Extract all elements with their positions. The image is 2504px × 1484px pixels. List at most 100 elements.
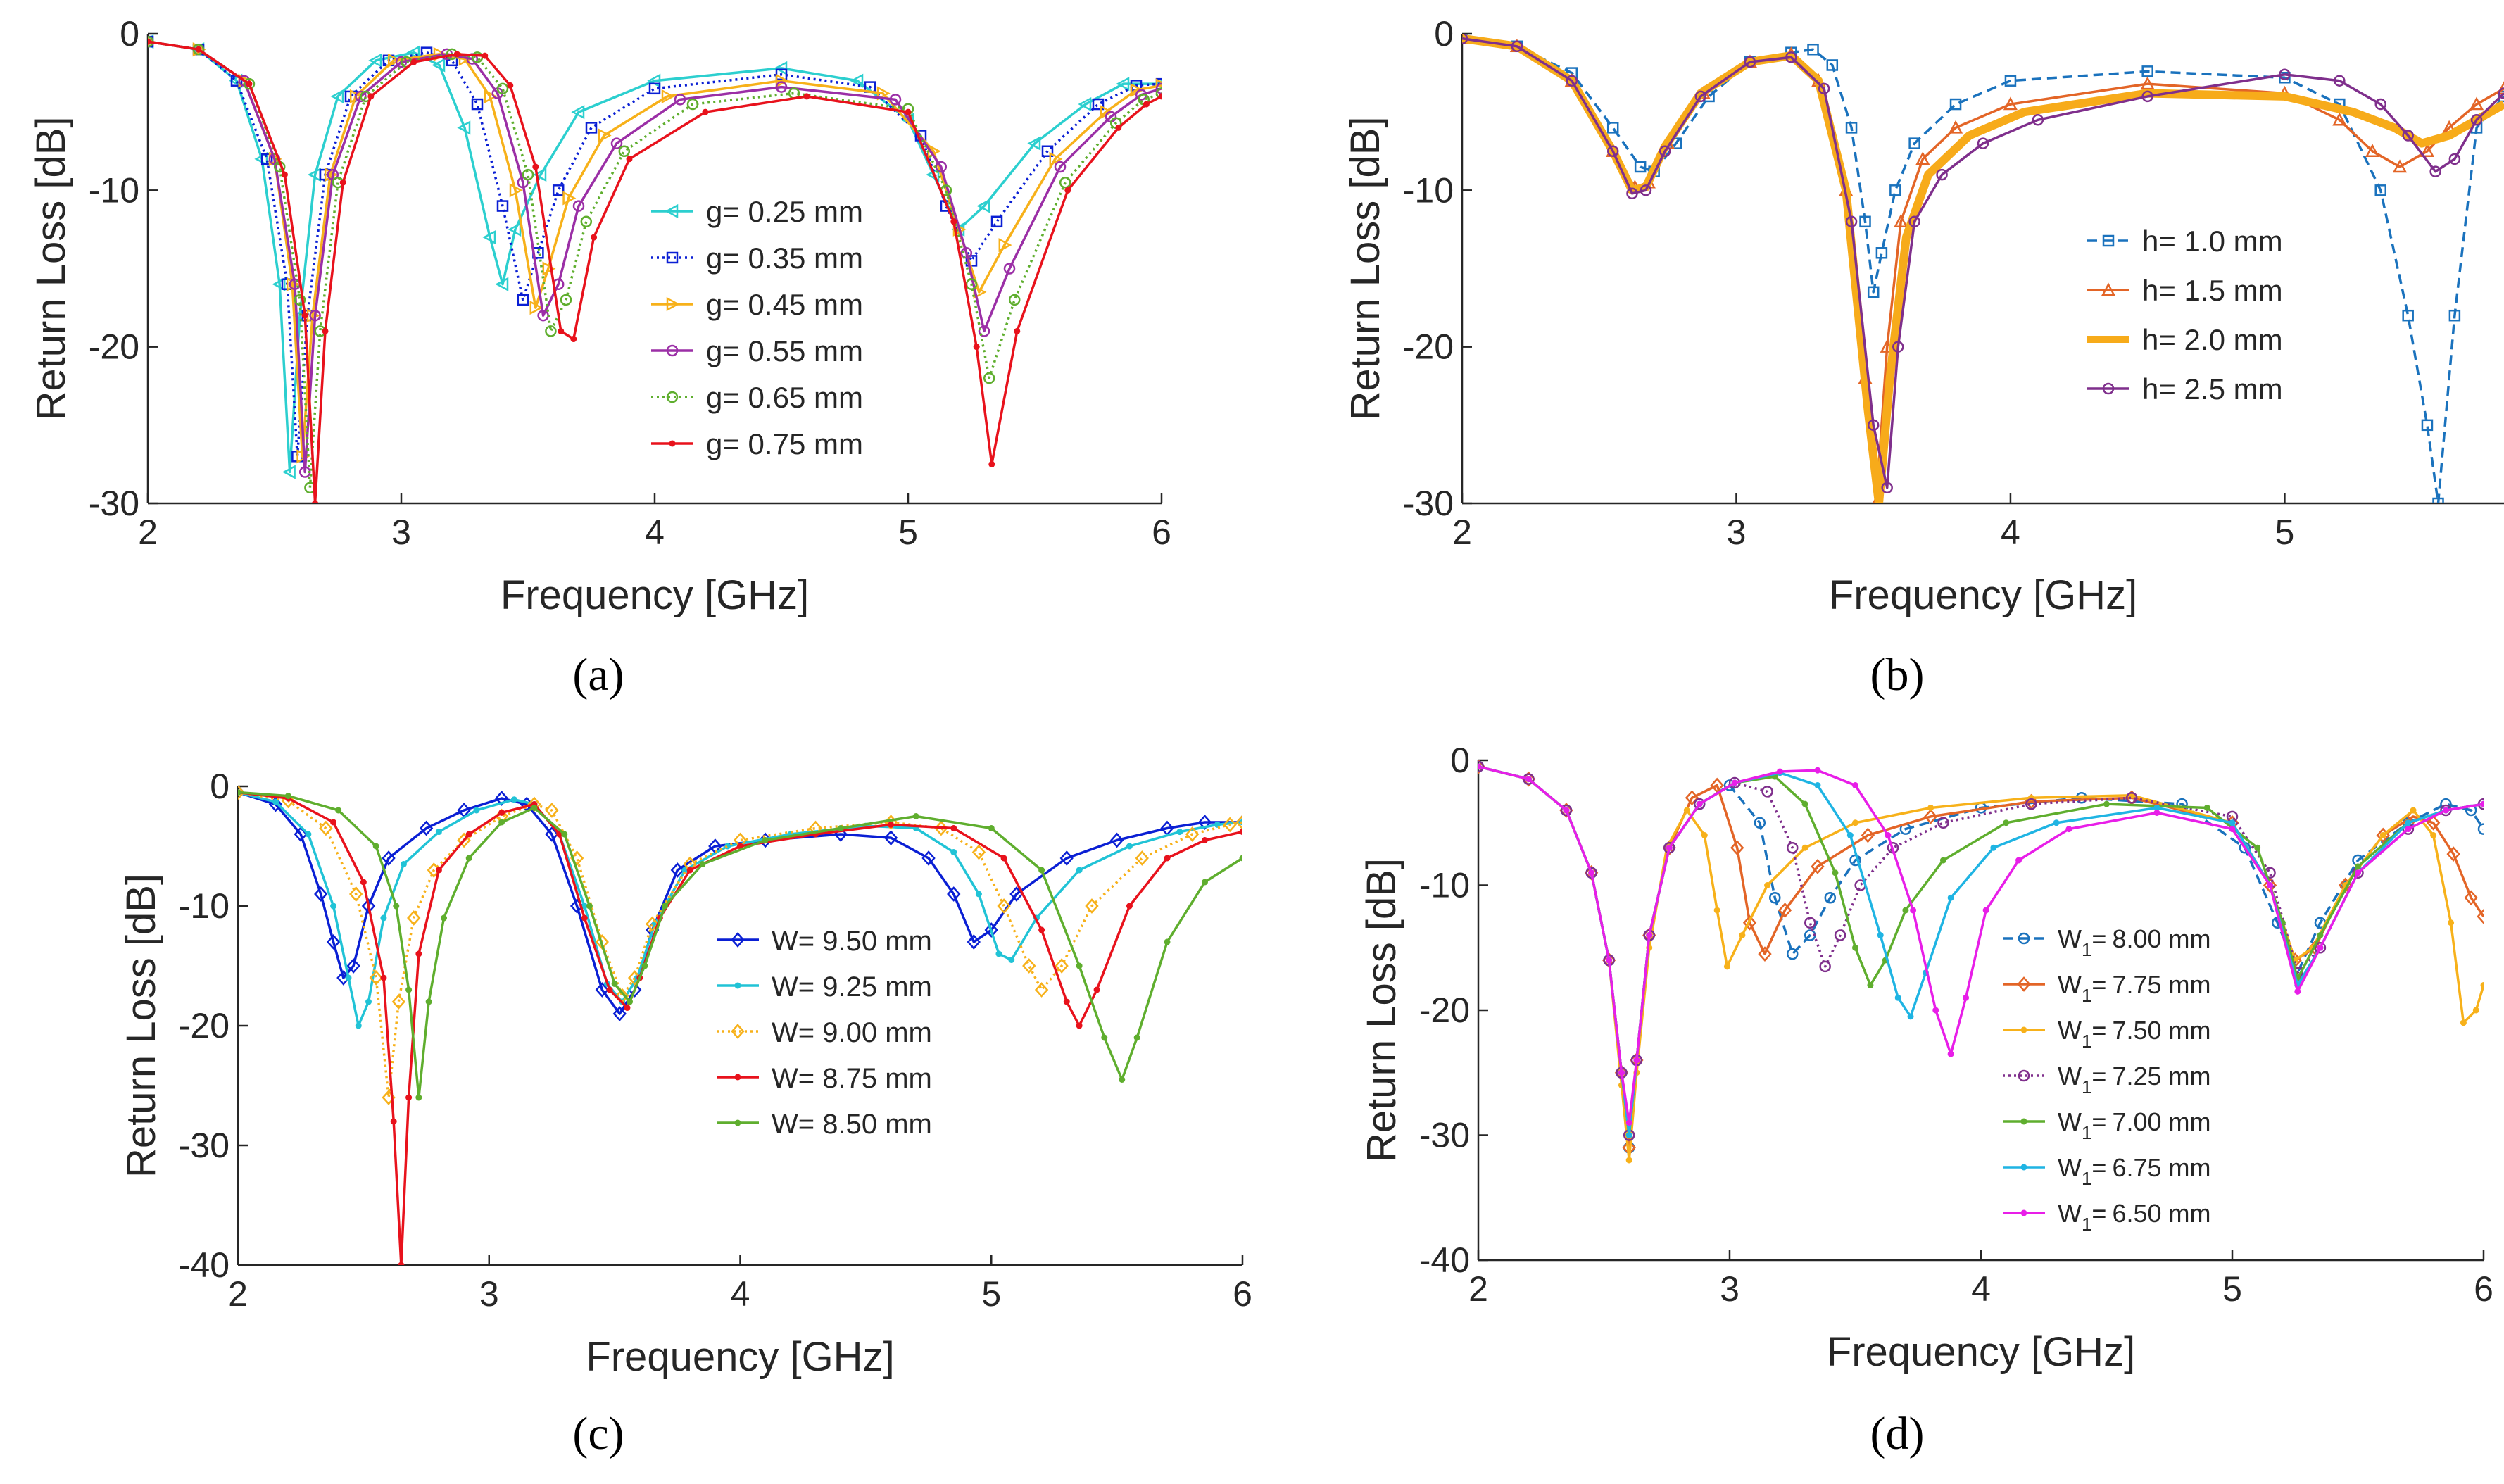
data-point <box>1634 161 1647 173</box>
y-tick-label: -10 <box>1419 866 1470 905</box>
data-point <box>2432 497 2444 503</box>
legend-label: g= 0.35 mm <box>706 241 863 275</box>
data-point <box>883 830 898 845</box>
data-point <box>457 120 471 135</box>
series-line-1 <box>1478 765 2484 1150</box>
data-point <box>1754 817 1766 829</box>
data-point <box>1867 286 1880 298</box>
data-point <box>346 958 360 974</box>
data-point <box>348 886 363 902</box>
data-point <box>581 914 588 922</box>
data-point <box>737 843 743 850</box>
data-point <box>531 805 538 812</box>
legend-label-value: 7.50 mm <box>2112 1016 2210 1045</box>
data-point <box>1155 82 1162 95</box>
data-point <box>1511 40 1523 53</box>
data-point <box>309 309 321 322</box>
legend-marker <box>2020 1118 2027 1125</box>
data-point <box>1907 1013 1914 1020</box>
data-point <box>1693 798 1706 810</box>
data-point <box>775 81 788 93</box>
data-point <box>465 855 472 862</box>
series-line-2 <box>238 791 1242 1027</box>
legend-label: W= 8.50 mm <box>772 1109 932 1140</box>
legend-marker <box>734 982 741 989</box>
data-point <box>1927 804 1934 811</box>
legend-label-equals: = <box>2091 1107 2106 1136</box>
data-point <box>425 998 432 1005</box>
x-tick-label: 2 <box>228 1274 248 1314</box>
data-point <box>2004 75 2017 87</box>
x-tick-label: 5 <box>898 513 918 552</box>
legend-marker <box>2020 1026 2027 1033</box>
data-point <box>360 879 367 886</box>
data-point <box>367 93 375 100</box>
data-point <box>975 891 982 898</box>
data-point <box>532 163 539 170</box>
y-axis-label: Return Loss [dB] <box>28 117 74 421</box>
legend-marker <box>666 251 679 264</box>
data-point <box>2469 96 2484 111</box>
data-point <box>1633 1057 1640 1064</box>
series-line-5 <box>1478 765 2484 1137</box>
data-point <box>1478 763 1482 770</box>
data-point <box>2498 87 2504 99</box>
data-point <box>1915 151 1930 165</box>
legend-label: W1= 7.25 mm <box>2058 1062 2210 1098</box>
legend-marker <box>666 391 679 403</box>
data-point <box>1462 34 1468 44</box>
legend: W= 9.50 mm W= 9.25 mm W= 9.00 mm W= 8.75 mm… <box>717 926 932 1140</box>
data-point <box>1101 1034 1108 1041</box>
data-point <box>1115 124 1122 131</box>
legend-label-subscript: 1 <box>2082 941 2091 960</box>
data-point <box>507 82 514 89</box>
data-point <box>2448 309 2461 322</box>
data-point <box>2470 114 2483 126</box>
data-point <box>509 183 523 198</box>
data-point <box>1566 75 1578 87</box>
legend-label-equals: = <box>2091 1016 2106 1045</box>
data-point <box>837 825 844 831</box>
data-point <box>510 796 517 803</box>
data-point <box>1008 294 1021 306</box>
y-axis-label: Return Loss [dB] <box>1342 117 1388 421</box>
data-point <box>1977 137 1989 149</box>
data-point <box>1126 903 1133 910</box>
data-point <box>2153 810 2160 817</box>
y-tick-label: -20 <box>179 1006 229 1045</box>
data-point <box>2267 882 2274 888</box>
data-point <box>1176 829 1183 836</box>
data-point <box>243 77 256 90</box>
data-point <box>435 829 442 836</box>
data-point <box>1201 837 1208 843</box>
data-point <box>1801 844 1808 851</box>
data-point <box>2402 130 2414 142</box>
chart-panel-d: 2 3 4 5 6 0 -10 -20 -30 -40 Frequency [GHz] Return … <box>1359 741 2493 1459</box>
data-point <box>415 950 422 957</box>
data-point <box>282 465 296 479</box>
data-point <box>1563 807 1570 814</box>
data-point <box>2229 826 2236 833</box>
data-point <box>1939 857 1946 864</box>
data-point <box>2446 846 2460 862</box>
data-point <box>1949 98 1962 111</box>
y-tick-label: 0 <box>210 767 229 806</box>
data-point <box>2025 798 2037 810</box>
data-point <box>545 803 559 818</box>
data-point <box>1785 51 1797 63</box>
x-tick-label: 3 <box>1720 1269 1739 1309</box>
data-point <box>561 831 568 838</box>
data-point <box>2460 1019 2467 1026</box>
data-point <box>398 1262 405 1265</box>
y-tick-label: -30 <box>89 484 139 523</box>
data-point <box>1861 827 1875 843</box>
data-point <box>365 998 372 1005</box>
data-point <box>627 998 634 1005</box>
data-point <box>1119 1076 1126 1083</box>
data-point <box>1076 962 1083 969</box>
data-point <box>1811 858 1825 874</box>
data-point <box>1041 145 1054 157</box>
data-point <box>774 61 788 75</box>
data-point <box>558 327 565 334</box>
